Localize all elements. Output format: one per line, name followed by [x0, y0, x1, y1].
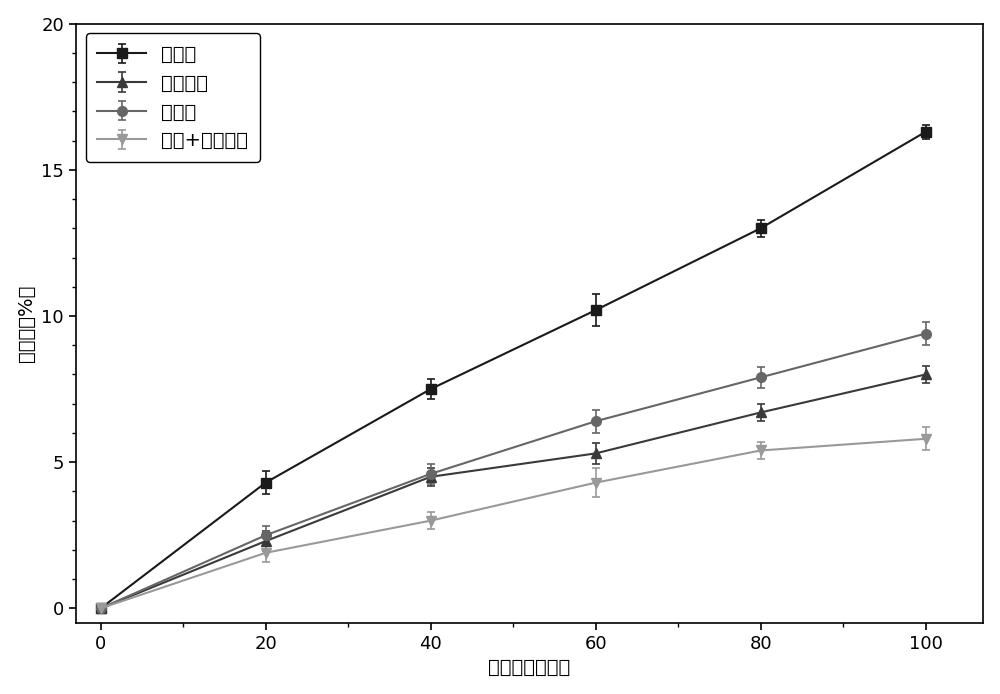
Legend: 对照组, 电解水组, 热激组, 热激+电解水组: 对照组, 电解水组, 热激组, 热激+电解水组 — [86, 33, 260, 162]
X-axis label: 贮藏时间（天）: 贮藏时间（天） — [488, 659, 571, 677]
Y-axis label: 失重率（%）: 失重率（%） — [17, 285, 36, 362]
